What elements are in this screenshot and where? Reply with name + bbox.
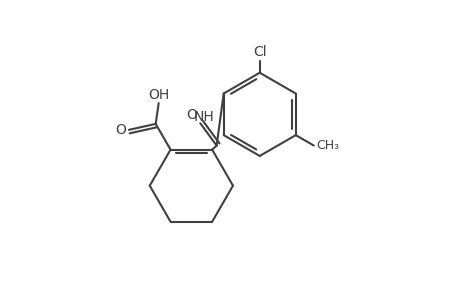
Text: O: O	[116, 123, 126, 137]
Text: Cl: Cl	[252, 45, 266, 59]
Text: NH: NH	[194, 110, 214, 124]
Text: OH: OH	[148, 88, 169, 102]
Text: O: O	[186, 108, 197, 122]
Text: CH₃: CH₃	[315, 139, 339, 152]
